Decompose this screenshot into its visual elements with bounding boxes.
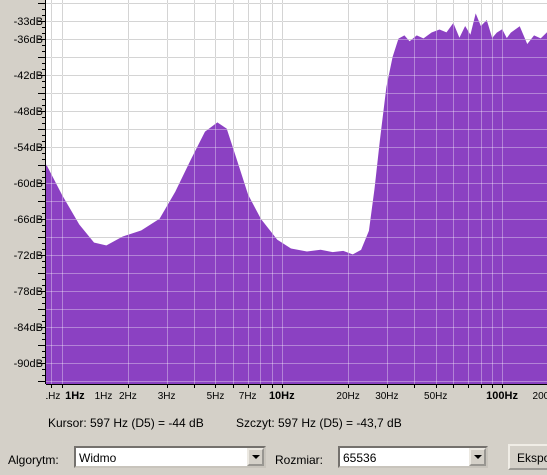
y-tick-label: -84dB — [14, 322, 43, 334]
algorithm-label: Algorytm: — [8, 453, 59, 467]
size-dropdown-button[interactable] — [469, 448, 486, 466]
peak-readout: Szczyt: 597 Hz (D5) = -43,7 dB — [236, 416, 402, 430]
x-tick-label: 7Hz — [239, 391, 257, 402]
cursor-readout: Kursor: 597 Hz (D5) = -44 dB — [48, 416, 204, 430]
size-select[interactable]: 65536 — [338, 446, 488, 468]
y-tick-label: -72dB — [14, 250, 43, 262]
algorithm-dropdown-button[interactable] — [247, 448, 264, 466]
size-label: Rozmiar: — [275, 453, 324, 467]
y-tick-label: -36dB — [14, 34, 43, 46]
x-axis: 1Hz 1Hz 1Hz 2Hz 3Hz 5Hz 7Hz 10Hz 20Hz 30Hz 50Hz 100… — [46, 384, 547, 402]
y-tick-label: -78dB — [14, 286, 43, 298]
spectrum-area — [46, 13, 547, 384]
y-tick-label: -66dB — [14, 214, 43, 226]
export-button[interactable]: Eksportuj... — [508, 444, 547, 470]
y-tick-label: -90dB — [14, 358, 43, 370]
x-tick-label: 10Hz — [269, 390, 295, 402]
y-tick-label: -33dB — [14, 16, 43, 28]
size-select-value: 65536 — [343, 451, 377, 465]
x-tick-label: 5Hz — [207, 391, 225, 402]
x-tick-label: 30Hz — [375, 391, 398, 402]
x-tick-label: 100Hz — [486, 390, 518, 402]
x-tick-label: 3Hz — [158, 391, 176, 402]
x-tick-label: 200Hz — [533, 391, 547, 402]
y-tick-label: -48dB — [14, 106, 43, 118]
x-tick-label: 50Hz — [424, 391, 447, 402]
x-tick-label: 2Hz — [119, 391, 137, 402]
y-tick-label: -42dB — [14, 70, 43, 82]
y-axis: -33dB -36dB -42dB -48dB -54dB -60dB -66dB -72dB… — [14, 0, 46, 384]
x-tick-label: 20Hz — [336, 391, 359, 402]
algorithm-select-value: Widmo — [79, 451, 117, 465]
chevron-down-icon — [474, 455, 482, 459]
spectrum-plot — [46, 0, 547, 384]
x-tick-label: 1Hz — [46, 391, 60, 402]
x-tick-label: 1Hz — [65, 390, 85, 402]
y-tick-label: -60dB — [14, 178, 43, 190]
chevron-down-icon — [252, 455, 260, 459]
x-tick-label: 1Hz — [95, 391, 113, 402]
y-tick-label: -54dB — [14, 142, 43, 154]
algorithm-select[interactable]: Widmo — [74, 446, 266, 468]
